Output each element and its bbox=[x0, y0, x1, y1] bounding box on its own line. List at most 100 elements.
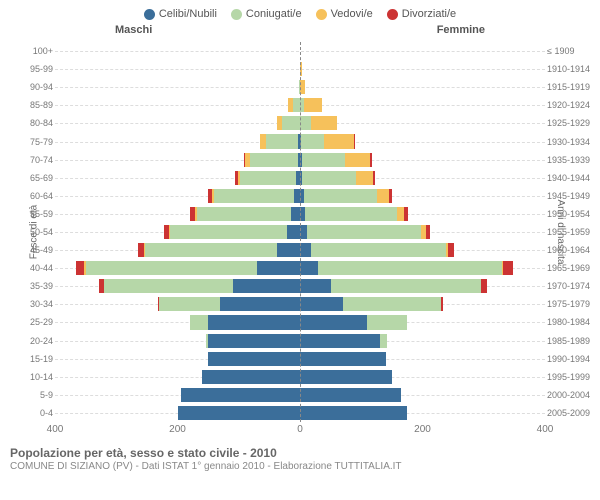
bar-segment bbox=[300, 352, 386, 366]
age-label: 45-49 bbox=[19, 245, 53, 255]
x-tick: 400 bbox=[537, 424, 554, 435]
bar-segment bbox=[300, 243, 311, 257]
bar-segment bbox=[300, 225, 307, 239]
bar-segment bbox=[208, 352, 300, 366]
bar-segment bbox=[220, 297, 300, 311]
legend-item: Coniugati/e bbox=[231, 8, 302, 20]
x-axis: 4002000200400 bbox=[55, 422, 545, 440]
bar-segment bbox=[104, 279, 233, 293]
birth-year-label: 1935-1939 bbox=[547, 155, 597, 165]
birth-year-label: 1945-1949 bbox=[547, 191, 597, 201]
male-bar bbox=[55, 279, 300, 293]
age-label: 25-29 bbox=[19, 317, 53, 327]
male-bar bbox=[55, 62, 300, 76]
bar-segment bbox=[287, 225, 300, 239]
age-label: 20-24 bbox=[19, 336, 53, 346]
female-bar bbox=[300, 243, 545, 257]
bar-segment bbox=[293, 98, 300, 112]
male-bar bbox=[55, 44, 300, 58]
bar-segment bbox=[202, 370, 300, 384]
bar-segment bbox=[324, 134, 353, 148]
bar-segment bbox=[300, 279, 331, 293]
female-bar bbox=[300, 406, 545, 420]
age-label: 5-9 bbox=[19, 390, 53, 400]
bar-segment bbox=[345, 153, 370, 167]
bar-segment bbox=[170, 225, 286, 239]
female-bar bbox=[300, 207, 545, 221]
bar-segment bbox=[311, 116, 337, 130]
age-label: 75-79 bbox=[19, 137, 53, 147]
bar-segment bbox=[305, 207, 397, 221]
age-label: 90-94 bbox=[19, 82, 53, 92]
bar-segment bbox=[277, 243, 300, 257]
age-label: 30-34 bbox=[19, 299, 53, 309]
bar-segment bbox=[86, 261, 258, 275]
bar-segment bbox=[240, 171, 296, 185]
bar-segment bbox=[481, 279, 487, 293]
male-bar bbox=[55, 297, 300, 311]
x-tick: 400 bbox=[47, 424, 64, 435]
male-bar bbox=[55, 116, 300, 130]
legend-label: Vedovi/e bbox=[331, 8, 373, 20]
legend-swatch bbox=[387, 9, 398, 20]
female-bar bbox=[300, 116, 545, 130]
bar-segment bbox=[300, 297, 343, 311]
age-label: 10-14 bbox=[19, 372, 53, 382]
center-axis-line bbox=[300, 42, 301, 422]
female-bar bbox=[300, 261, 545, 275]
male-bar bbox=[55, 189, 300, 203]
bar-segment bbox=[331, 279, 481, 293]
column-headers: Maschi Femmine bbox=[0, 24, 600, 40]
birth-year-label: 1910-1914 bbox=[547, 64, 597, 74]
female-bar bbox=[300, 279, 545, 293]
birth-year-label: 1955-1959 bbox=[547, 227, 597, 237]
age-label: 100+ bbox=[19, 46, 53, 56]
bar-segment bbox=[208, 334, 300, 348]
female-bar bbox=[300, 189, 545, 203]
male-bar bbox=[55, 261, 300, 275]
female-bar bbox=[300, 80, 545, 94]
bar-segment bbox=[76, 261, 85, 275]
bar-segment bbox=[302, 171, 356, 185]
bar-segment bbox=[404, 207, 408, 221]
female-bar bbox=[300, 98, 545, 112]
chart-subtitle: COMUNE DI SIZIANO (PV) - Dati ISTAT 1° g… bbox=[10, 461, 590, 472]
birth-year-label: 1930-1934 bbox=[547, 137, 597, 147]
chart-footer: Popolazione per età, sesso e stato civil… bbox=[0, 440, 600, 472]
bar-segment bbox=[291, 207, 300, 221]
legend-label: Coniugati/e bbox=[246, 8, 302, 20]
bar-segment bbox=[257, 261, 300, 275]
age-label: 35-39 bbox=[19, 281, 53, 291]
male-bar bbox=[55, 370, 300, 384]
female-bar bbox=[300, 171, 545, 185]
birth-year-label: ≤ 1909 bbox=[547, 46, 597, 56]
bar-segment bbox=[356, 171, 373, 185]
legend-swatch bbox=[231, 9, 242, 20]
population-pyramid: Celibi/Nubili Coniugati/e Vedovi/e Divorzia… bbox=[0, 0, 600, 500]
bar-segment bbox=[503, 261, 513, 275]
legend-item: Divorziati/e bbox=[387, 8, 456, 20]
bar-segment bbox=[300, 388, 401, 402]
bar-segment bbox=[300, 315, 367, 329]
birth-year-label: 1970-1974 bbox=[547, 281, 597, 291]
male-bar bbox=[55, 225, 300, 239]
age-label: 40-44 bbox=[19, 263, 53, 273]
bar-segment bbox=[214, 189, 294, 203]
bar-segment bbox=[282, 116, 300, 130]
birth-year-label: 1975-1979 bbox=[547, 299, 597, 309]
bar-segment bbox=[233, 279, 300, 293]
bar-segment bbox=[300, 261, 318, 275]
bar-segment bbox=[318, 261, 502, 275]
age-label: 80-84 bbox=[19, 118, 53, 128]
female-bar bbox=[300, 334, 545, 348]
bar-segment bbox=[159, 297, 220, 311]
female-bar bbox=[300, 225, 545, 239]
bar-segment bbox=[307, 225, 420, 239]
legend-item: Celibi/Nubili bbox=[144, 8, 217, 20]
legend-swatch bbox=[144, 9, 155, 20]
bar-segment bbox=[367, 315, 407, 329]
male-bar bbox=[55, 98, 300, 112]
bar-segment bbox=[370, 153, 372, 167]
bar-segment bbox=[354, 134, 355, 148]
female-bar bbox=[300, 315, 545, 329]
